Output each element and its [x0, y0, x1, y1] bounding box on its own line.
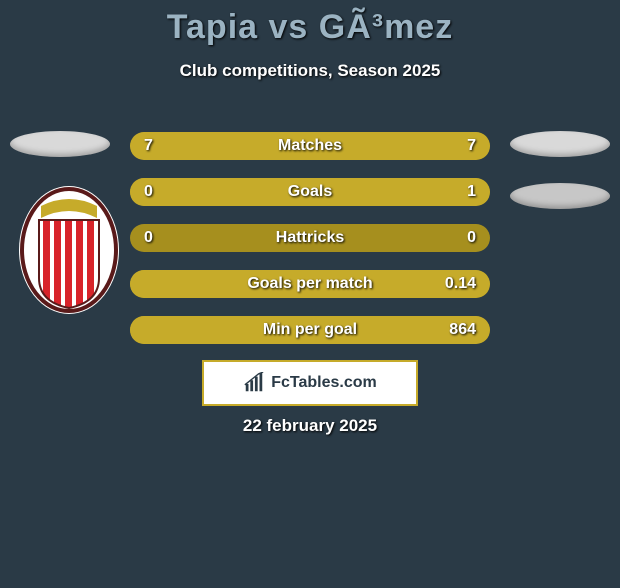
- subtitle: Club competitions, Season 2025: [0, 61, 620, 81]
- stat-value-right: 7: [467, 137, 476, 155]
- stat-value-left: 0: [144, 229, 153, 247]
- stat-label: Matches: [278, 137, 342, 155]
- page-title: Tapia vs GÃ³mez: [0, 8, 620, 47]
- right-player-placeholder-1: [510, 131, 610, 157]
- stat-bar: 7 Matches 7: [130, 132, 490, 160]
- fctables-logo: FcTables.com: [202, 360, 418, 406]
- stat-label: Hattricks: [276, 229, 344, 247]
- date-label: 22 february 2025: [0, 416, 620, 436]
- stat-value-right: 1: [467, 183, 476, 201]
- left-player-placeholder: [10, 131, 110, 157]
- stat-value-right: 0: [467, 229, 476, 247]
- stat-value-left: 7: [144, 137, 153, 155]
- stat-value-left: 0: [144, 183, 153, 201]
- stat-label: Goals: [288, 183, 332, 201]
- stats-bars: 7 Matches 7 0 Goals 1 0 Hattricks 0 Goals per mat…: [130, 132, 490, 362]
- stat-value-right: 0.14: [445, 275, 476, 293]
- stat-label: Min per goal: [263, 321, 357, 339]
- logo-text: FcTables.com: [271, 374, 377, 392]
- club-badge: [19, 186, 119, 314]
- stat-bar: Min per goal 864: [130, 316, 490, 344]
- stat-bar: 0 Hattricks 0: [130, 224, 490, 252]
- stat-bar: Goals per match 0.14: [130, 270, 490, 298]
- right-player-placeholder-2: [510, 183, 610, 209]
- chart-icon: [243, 372, 265, 394]
- stat-label: Goals per match: [247, 275, 372, 293]
- stat-value-right: 864: [449, 321, 476, 339]
- stat-bar: 0 Goals 1: [130, 178, 490, 206]
